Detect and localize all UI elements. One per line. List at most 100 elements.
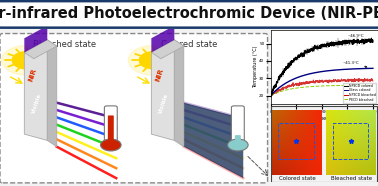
Bar <box>329 44 331 45</box>
Bar <box>306 48 308 55</box>
Bar <box>302 52 304 55</box>
Bar <box>275 83 277 85</box>
Bar <box>305 52 306 53</box>
Bar <box>317 44 319 51</box>
Bar <box>281 73 283 74</box>
Bar <box>318 46 319 48</box>
Bar <box>335 43 336 44</box>
Bar <box>289 61 291 68</box>
Bar <box>294 58 296 62</box>
Bar <box>362 40 364 42</box>
Polygon shape <box>151 26 174 52</box>
Bar <box>319 46 321 47</box>
Bar <box>295 58 297 59</box>
Bar <box>339 41 341 45</box>
Polygon shape <box>174 40 184 147</box>
Bar <box>369 39 371 42</box>
Polygon shape <box>151 40 184 59</box>
Bar <box>274 86 276 87</box>
Bar <box>372 39 373 42</box>
Bar <box>369 39 370 43</box>
Circle shape <box>12 52 42 69</box>
Bar <box>273 85 275 90</box>
Bar <box>358 40 359 42</box>
Polygon shape <box>24 26 47 52</box>
Bar <box>304 50 306 55</box>
Bar <box>297 54 299 60</box>
Bar <box>328 42 330 47</box>
Bar <box>270 93 271 98</box>
Bar <box>296 57 297 59</box>
Bar <box>344 41 345 44</box>
Bar <box>344 39 346 46</box>
Bar <box>291 60 293 64</box>
Bar <box>310 49 312 50</box>
Bar <box>278 123 314 159</box>
Bar <box>300 55 302 56</box>
Bar <box>332 43 334 44</box>
Bar <box>348 38 349 46</box>
Bar <box>333 43 335 44</box>
Bar <box>347 41 349 43</box>
Bar <box>313 47 315 50</box>
Bar <box>291 60 293 63</box>
Bar <box>283 70 285 73</box>
Bar <box>285 68 287 69</box>
Bar <box>327 41 328 48</box>
Bar <box>280 73 282 78</box>
Text: Colored state: Colored state <box>161 40 217 49</box>
Bar <box>273 88 274 91</box>
Bar <box>355 40 356 43</box>
Bar <box>299 55 301 56</box>
Bar <box>358 40 360 43</box>
FancyBboxPatch shape <box>104 106 117 144</box>
Bar <box>303 50 305 56</box>
Bar <box>361 38 363 44</box>
Text: Bleached state: Bleached state <box>33 40 96 49</box>
Bar <box>296 57 298 58</box>
Bar <box>330 43 332 45</box>
Bar <box>355 41 357 42</box>
Bar <box>294 57 296 61</box>
Bar <box>285 67 287 69</box>
FancyBboxPatch shape <box>231 106 244 144</box>
Bar <box>368 40 370 41</box>
Bar <box>352 39 354 44</box>
Bar <box>370 39 372 43</box>
Bar <box>351 41 353 42</box>
Y-axis label: Temperature (°C): Temperature (°C) <box>253 46 258 88</box>
Text: Near-infrared Photoelectrochromic Device (NIR-PECD): Near-infrared Photoelectrochromic Device… <box>0 6 378 21</box>
Bar <box>322 43 324 49</box>
Bar <box>338 40 340 46</box>
Bar <box>324 43 326 47</box>
X-axis label: Time (s): Time (s) <box>314 116 334 121</box>
Bar <box>336 41 338 46</box>
Bar <box>282 68 284 77</box>
Bar <box>312 48 314 50</box>
Bar <box>274 84 276 86</box>
Bar <box>334 42 336 45</box>
Bar <box>346 41 348 43</box>
Bar <box>357 39 359 44</box>
Bar <box>361 40 363 43</box>
Bar <box>356 37 358 46</box>
Bar <box>277 79 278 83</box>
Bar <box>342 40 344 45</box>
Bar <box>311 46 313 52</box>
Bar <box>301 52 303 56</box>
Bar <box>319 44 321 49</box>
Bar <box>316 45 318 49</box>
Bar <box>288 65 289 66</box>
Bar <box>320 46 322 47</box>
Bar <box>324 43 325 48</box>
Bar <box>276 81 278 84</box>
Bar <box>353 41 355 42</box>
Circle shape <box>2 45 53 75</box>
Legend: NPECD colored, Glass colored, NPECD bleached, PECD bleached: NPECD colored, Glass colored, NPECD blea… <box>343 83 376 102</box>
Bar <box>359 41 361 42</box>
Bar <box>281 72 282 77</box>
Circle shape <box>129 45 180 75</box>
Bar <box>333 123 368 159</box>
Bar <box>302 52 304 55</box>
Polygon shape <box>184 103 243 178</box>
